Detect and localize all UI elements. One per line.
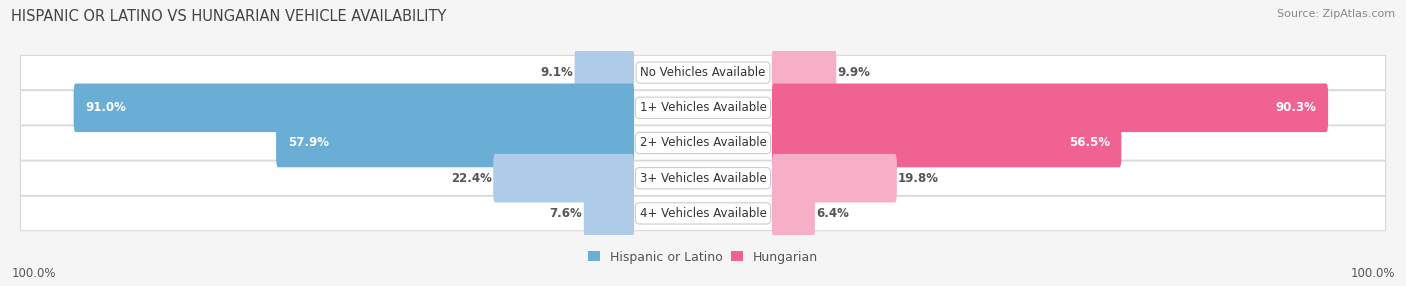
Text: 1+ Vehicles Available: 1+ Vehicles Available bbox=[640, 101, 766, 114]
Text: 9.9%: 9.9% bbox=[838, 66, 870, 79]
Text: 91.0%: 91.0% bbox=[86, 101, 127, 114]
FancyBboxPatch shape bbox=[575, 48, 634, 97]
FancyBboxPatch shape bbox=[276, 119, 634, 167]
FancyBboxPatch shape bbox=[772, 84, 1329, 132]
Text: 9.1%: 9.1% bbox=[540, 66, 574, 79]
Text: 100.0%: 100.0% bbox=[11, 267, 56, 280]
Text: 2+ Vehicles Available: 2+ Vehicles Available bbox=[640, 136, 766, 150]
Text: 7.6%: 7.6% bbox=[550, 207, 582, 220]
Text: 4+ Vehicles Available: 4+ Vehicles Available bbox=[640, 207, 766, 220]
Text: 19.8%: 19.8% bbox=[898, 172, 939, 185]
FancyBboxPatch shape bbox=[583, 189, 634, 238]
Text: 22.4%: 22.4% bbox=[451, 172, 492, 185]
FancyBboxPatch shape bbox=[772, 119, 1122, 167]
Text: 90.3%: 90.3% bbox=[1275, 101, 1316, 114]
FancyBboxPatch shape bbox=[772, 48, 837, 97]
Text: Source: ZipAtlas.com: Source: ZipAtlas.com bbox=[1277, 9, 1395, 19]
Text: 56.5%: 56.5% bbox=[1069, 136, 1109, 150]
FancyBboxPatch shape bbox=[20, 126, 1386, 160]
Text: 100.0%: 100.0% bbox=[1350, 267, 1395, 280]
FancyBboxPatch shape bbox=[20, 161, 1386, 195]
FancyBboxPatch shape bbox=[73, 84, 634, 132]
Text: HISPANIC OR LATINO VS HUNGARIAN VEHICLE AVAILABILITY: HISPANIC OR LATINO VS HUNGARIAN VEHICLE … bbox=[11, 9, 447, 23]
FancyBboxPatch shape bbox=[494, 154, 634, 202]
FancyBboxPatch shape bbox=[20, 91, 1386, 125]
Text: 57.9%: 57.9% bbox=[288, 136, 329, 150]
Legend: Hispanic or Latino, Hungarian: Hispanic or Latino, Hungarian bbox=[583, 246, 823, 269]
Text: No Vehicles Available: No Vehicles Available bbox=[640, 66, 766, 79]
FancyBboxPatch shape bbox=[772, 154, 897, 202]
Text: 3+ Vehicles Available: 3+ Vehicles Available bbox=[640, 172, 766, 185]
FancyBboxPatch shape bbox=[20, 196, 1386, 231]
FancyBboxPatch shape bbox=[20, 55, 1386, 90]
FancyBboxPatch shape bbox=[772, 189, 815, 238]
Text: 6.4%: 6.4% bbox=[817, 207, 849, 220]
